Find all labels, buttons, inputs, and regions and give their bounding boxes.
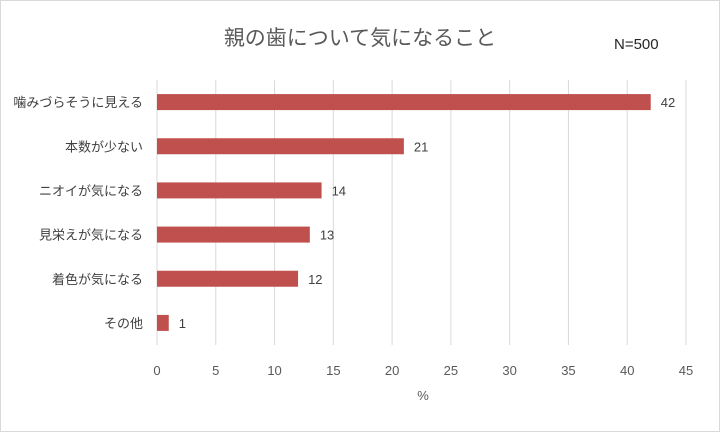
data-label: 1 <box>179 316 186 331</box>
category-labels: 噛みづらそうに見える本数が少ないニオイが気になる見栄えが気になる着色が気になるそ… <box>13 96 143 332</box>
bar-2 <box>157 138 404 155</box>
category-label: 着色が気になる <box>52 272 143 288</box>
x-tick-label: 25 <box>444 363 458 378</box>
x-tick-labels: 0 5 10 15 20 25 30 35 40 45 <box>153 363 693 378</box>
data-label: 42 <box>661 95 675 110</box>
bar-5 <box>157 270 299 287</box>
bar-4 <box>157 226 310 243</box>
category-label: その他 <box>104 317 143 332</box>
data-labels: 42 21 14 13 12 1 <box>179 95 675 331</box>
category-label: ニオイが気になる <box>39 183 143 199</box>
category-label: 噛みづらそうに見える <box>13 96 143 111</box>
gridlines <box>156 80 687 345</box>
category-label: 本数が少ない <box>65 140 143 155</box>
x-tick-label: 0 <box>153 363 160 378</box>
x-tick-label: 15 <box>326 363 340 378</box>
x-tick-label: 5 <box>212 363 219 378</box>
bars <box>157 94 651 331</box>
x-tick-label: 45 <box>679 363 693 378</box>
data-label: 13 <box>320 228 334 243</box>
category-label: 見栄えが気になる <box>39 228 143 244</box>
x-tick-label: 30 <box>502 363 516 378</box>
sample-size-note: N=500 <box>614 36 659 53</box>
x-tick-label: 10 <box>267 363 281 378</box>
chart-title: 親の歯について気になること <box>223 26 497 50</box>
data-label: 12 <box>308 272 322 287</box>
data-label: 21 <box>414 139 428 154</box>
data-label: 14 <box>332 183 346 198</box>
x-tick-label: 40 <box>620 363 634 378</box>
bar-3 <box>157 182 322 199</box>
x-tick-label: 20 <box>385 363 399 378</box>
x-axis-label: % <box>417 388 429 403</box>
x-tick-label: 35 <box>561 363 575 378</box>
bar-6 <box>157 314 169 331</box>
bar-1 <box>157 94 651 111</box>
